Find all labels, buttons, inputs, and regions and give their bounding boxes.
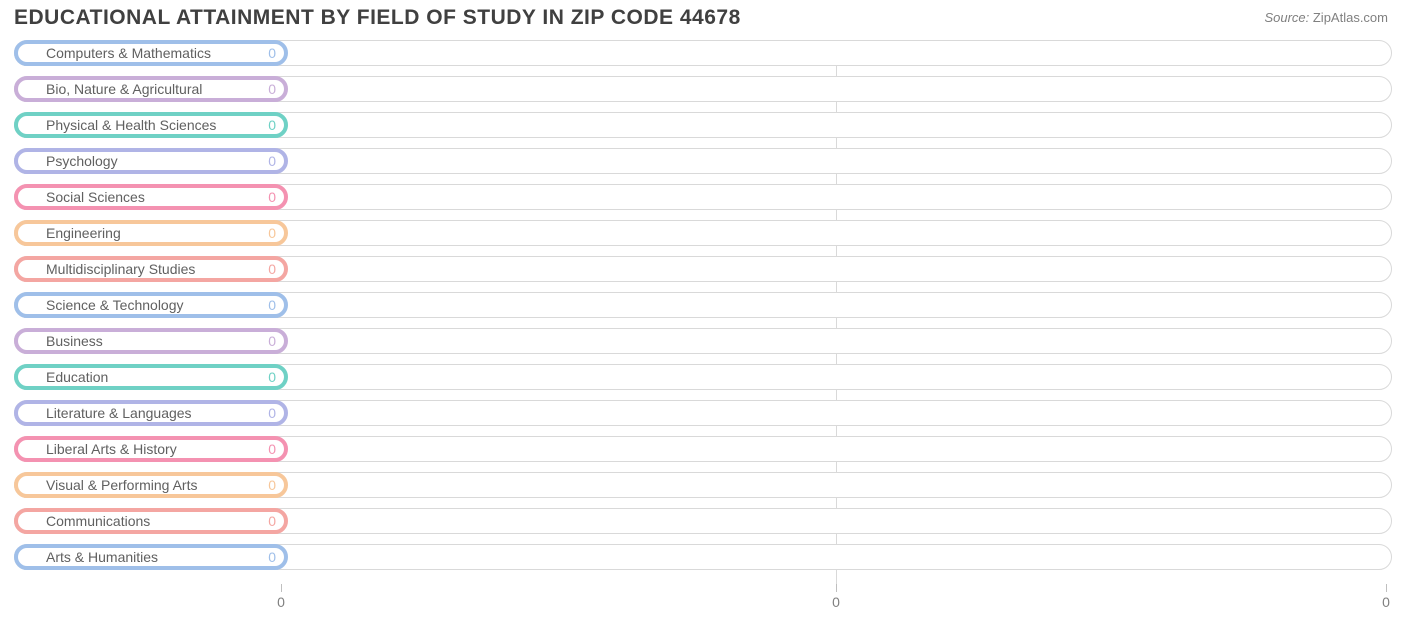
source-label: Source:	[1264, 10, 1312, 25]
bar-pill: Bio, Nature & Agricultural 0	[14, 76, 288, 102]
x-axis: 0 0 0	[14, 584, 1392, 614]
bar-value: 0	[268, 400, 276, 426]
bar-label: Bio, Nature & Agricultural	[46, 76, 202, 102]
bar-label: Communications	[46, 508, 150, 534]
x-tick	[1386, 584, 1387, 592]
bar-value: 0	[268, 508, 276, 534]
bar-value: 0	[268, 256, 276, 282]
bar-pill: Communications 0	[14, 508, 288, 534]
bar-value: 0	[268, 472, 276, 498]
bar-pill: Multidisciplinary Studies 0	[14, 256, 288, 282]
bar-label: Business	[46, 328, 103, 354]
bar-pill: Education 0	[14, 364, 288, 390]
bar-label: Education	[46, 364, 108, 390]
bar-pill: Liberal Arts & History 0	[14, 436, 288, 462]
bar-value: 0	[268, 184, 276, 210]
bar-pill: Visual & Performing Arts 0	[14, 472, 288, 498]
bar-label: Science & Technology	[46, 292, 184, 318]
bar-pill: Science & Technology 0	[14, 292, 288, 318]
bar-label: Engineering	[46, 220, 121, 246]
bar-label: Physical & Health Sciences	[46, 112, 216, 138]
bar-pill: Literature & Languages 0	[14, 400, 288, 426]
bar-value: 0	[268, 40, 276, 66]
bar-pill: Computers & Mathematics 0	[14, 40, 288, 66]
bar-pill: Business 0	[14, 328, 288, 354]
bar-value: 0	[268, 292, 276, 318]
chart-source: Source: ZipAtlas.com	[1264, 10, 1388, 25]
chart-title: EDUCATIONAL ATTAINMENT BY FIELD OF STUDY…	[14, 6, 741, 30]
x-tick-label: 0	[277, 594, 285, 610]
bar-label: Computers & Mathematics	[46, 40, 211, 66]
source-value: ZipAtlas.com	[1313, 10, 1388, 25]
bar-pill: Physical & Health Sciences 0	[14, 112, 288, 138]
bar-value: 0	[268, 436, 276, 462]
x-tick-label: 0	[832, 594, 840, 610]
x-tick	[836, 584, 837, 592]
bar-label: Liberal Arts & History	[46, 436, 177, 462]
bar-pill: Engineering 0	[14, 220, 288, 246]
bar-pill: Social Sciences 0	[14, 184, 288, 210]
bar-label: Visual & Performing Arts	[46, 472, 197, 498]
plot-area: Computers & Mathematics0Bio, Nature & Ag…	[14, 40, 1392, 584]
bar-label: Arts & Humanities	[46, 544, 158, 570]
chart-area: Computers & Mathematics0Bio, Nature & Ag…	[14, 40, 1392, 584]
bar-value: 0	[268, 544, 276, 570]
bar-value: 0	[268, 112, 276, 138]
bar-value: 0	[268, 148, 276, 174]
bar-pill: Psychology 0	[14, 148, 288, 174]
bar-label: Social Sciences	[46, 184, 145, 210]
bar-label: Literature & Languages	[46, 400, 192, 426]
bar-pill: Arts & Humanities 0	[14, 544, 288, 570]
x-tick-label: 0	[1382, 594, 1390, 610]
bar-value: 0	[268, 76, 276, 102]
bar-value: 0	[268, 220, 276, 246]
bar-value: 0	[268, 328, 276, 354]
bar-value: 0	[268, 364, 276, 390]
bar-label: Multidisciplinary Studies	[46, 256, 195, 282]
x-tick	[281, 584, 282, 592]
bar-label: Psychology	[46, 148, 118, 174]
